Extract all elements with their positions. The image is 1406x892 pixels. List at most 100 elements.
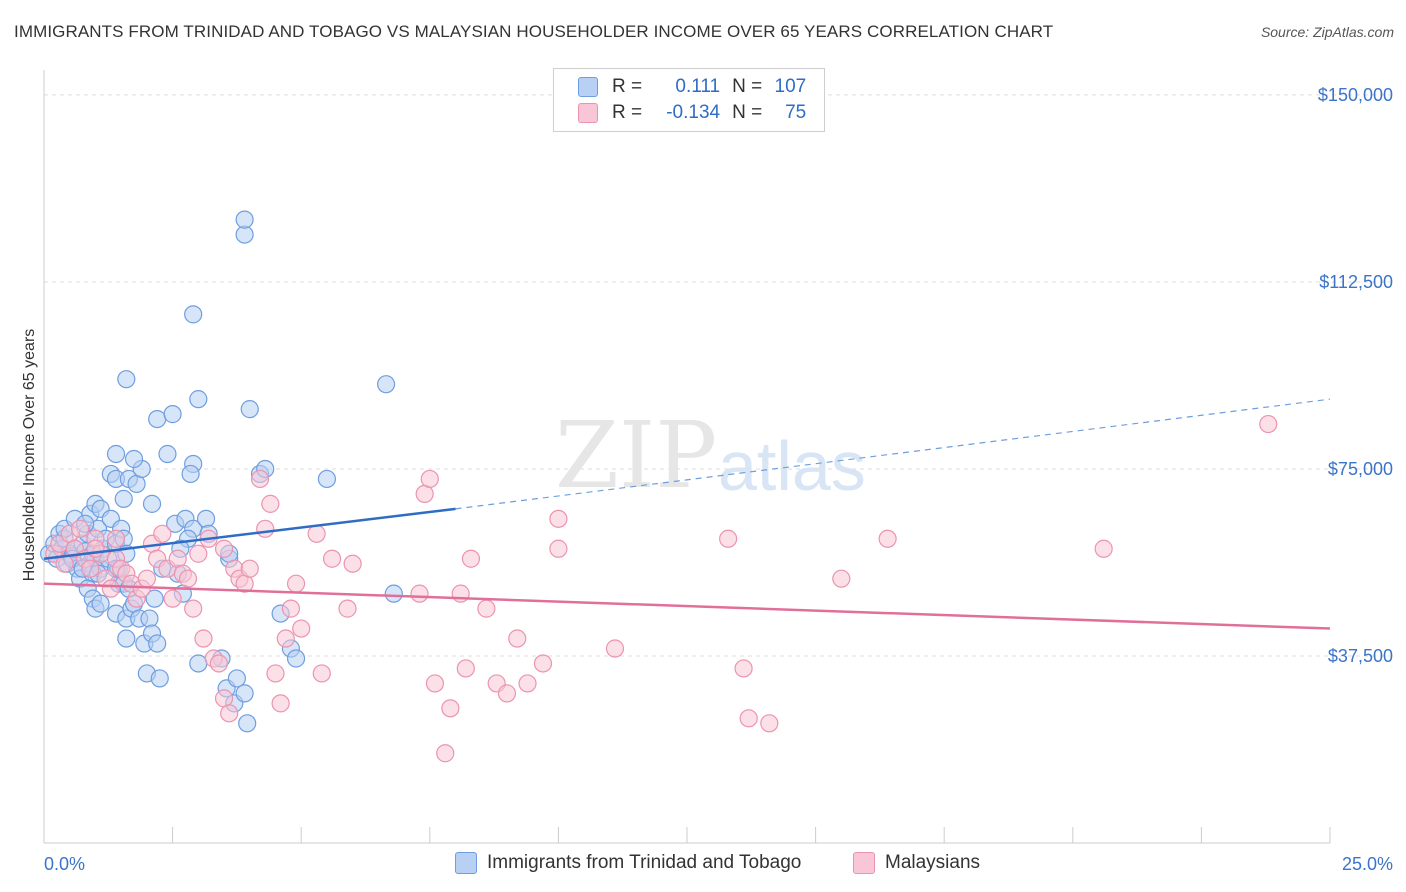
point-malaysian xyxy=(214,539,234,558)
point-malaysian xyxy=(518,674,537,693)
point-trinidad xyxy=(184,305,203,324)
legend-r-label: R = xyxy=(612,102,643,123)
point-trinidad xyxy=(140,609,159,628)
watermark: ZIP atlas xyxy=(555,402,866,509)
bottom-legend-label: Malaysians xyxy=(885,852,981,873)
point-malaysian xyxy=(832,569,851,588)
watermark-zip: ZIP xyxy=(555,402,717,509)
series-malaysian-points xyxy=(45,414,1278,763)
point-malaysian xyxy=(1259,414,1278,434)
point-trinidad xyxy=(235,684,254,703)
point-malaysian xyxy=(106,529,126,548)
bottom-legend-item-trinidad: Immigrants from Trinidad and Tobago xyxy=(455,852,801,874)
point-trinidad xyxy=(117,629,136,648)
point-malaysian xyxy=(878,529,897,548)
point-trinidad xyxy=(240,400,259,419)
point-malaysian xyxy=(86,539,105,558)
legend-n-label: N = xyxy=(732,76,763,97)
watermark-atlas: atlas xyxy=(718,427,866,505)
legend-r-value: 0.111 xyxy=(675,76,721,97)
point-trinidad xyxy=(286,649,306,668)
trend-line-trinidad xyxy=(43,507,456,560)
point-trinidad xyxy=(384,584,403,603)
point-malaysian xyxy=(533,654,553,673)
bottom-legend-item-malaysian: Malaysians xyxy=(853,852,980,874)
point-malaysian xyxy=(261,494,280,513)
point-malaysian xyxy=(271,694,290,713)
legend-n-value: 107 xyxy=(774,76,807,97)
point-malaysian xyxy=(436,744,455,763)
point-trinidad xyxy=(317,469,337,489)
point-trinidad xyxy=(117,370,136,389)
point-trinidad xyxy=(114,489,133,508)
point-malaysian xyxy=(256,519,275,538)
y-tick-labels: $150,000 $112,500 $75,000 $37,500 xyxy=(1318,85,1393,666)
bottom-legend-label: Immigrants from Trinidad and Tobago xyxy=(487,852,802,873)
point-malaysian xyxy=(276,629,295,648)
point-malaysian xyxy=(292,619,311,638)
point-malaysian xyxy=(286,574,306,593)
point-trinidad xyxy=(163,405,182,424)
point-malaysian xyxy=(266,664,285,683)
bottom-legend-swatch-pink xyxy=(853,852,875,874)
point-malaysian xyxy=(178,569,198,588)
point-malaysian xyxy=(420,469,439,489)
legend-r-value: -0.134 xyxy=(666,102,721,123)
point-malaysian xyxy=(209,654,228,673)
point-trinidad xyxy=(148,409,167,429)
point-trinidad xyxy=(124,449,144,469)
chart-title: IMMIGRANTS FROM TRINIDAD AND TOBAGO VS M… xyxy=(14,22,1054,41)
point-malaysian xyxy=(734,659,753,678)
point-malaysian xyxy=(456,659,475,678)
point-trinidad xyxy=(181,464,200,484)
legend-row-malaysian: R = -0.134 N = 75 xyxy=(578,101,806,125)
point-malaysian xyxy=(70,519,90,538)
point-trinidad xyxy=(196,509,216,528)
trend-line-trinidad-extension xyxy=(455,398,1331,510)
legend-swatch-pink xyxy=(578,103,598,123)
point-malaysian xyxy=(497,684,517,703)
point-trinidad xyxy=(148,634,167,653)
point-malaysian xyxy=(508,629,527,648)
x-tick-labels: 0.0% 25.0% xyxy=(44,854,1393,874)
y-tick-label: $150,000 xyxy=(1318,85,1393,105)
legend-swatch-blue xyxy=(578,77,598,97)
point-trinidad xyxy=(91,594,110,613)
point-trinidad xyxy=(158,444,177,464)
point-malaysian xyxy=(194,629,213,648)
legend: R = 0.111 N = 107 R = -0.134 N = 75 xyxy=(553,68,825,132)
point-malaysian xyxy=(163,589,182,608)
axes xyxy=(43,70,1331,844)
point-malaysian xyxy=(549,509,568,528)
point-malaysian xyxy=(307,524,326,543)
point-malaysian xyxy=(281,599,301,618)
bottom-legend-swatch-blue xyxy=(455,852,477,874)
legend-n-value: 75 xyxy=(785,102,807,123)
point-trinidad xyxy=(235,210,254,229)
point-trinidad xyxy=(227,669,246,688)
trend-line-malaysian xyxy=(43,582,1331,630)
point-trinidad xyxy=(145,589,164,608)
point-malaysian xyxy=(184,599,203,618)
x-tick-label: 25.0% xyxy=(1342,854,1393,874)
trend-lines xyxy=(43,398,1331,630)
y-tick-label: $37,500 xyxy=(1328,646,1393,666)
point-malaysian xyxy=(343,554,362,573)
y-tick-label: $112,500 xyxy=(1319,272,1393,292)
point-trinidad xyxy=(376,375,396,394)
point-malaysian xyxy=(425,674,445,693)
point-malaysian xyxy=(1094,539,1113,558)
x-tick-label: 0.0% xyxy=(44,854,85,874)
point-malaysian xyxy=(739,709,758,728)
point-trinidad xyxy=(189,390,208,409)
point-malaysian xyxy=(220,704,239,723)
point-malaysian xyxy=(250,469,270,489)
point-malaysian xyxy=(137,569,156,588)
point-malaysian xyxy=(410,584,429,603)
point-trinidad xyxy=(189,654,208,673)
legend-r-label: R = xyxy=(612,76,643,97)
point-malaysian xyxy=(605,639,625,658)
point-malaysian xyxy=(549,539,568,558)
point-malaysian xyxy=(477,599,496,618)
